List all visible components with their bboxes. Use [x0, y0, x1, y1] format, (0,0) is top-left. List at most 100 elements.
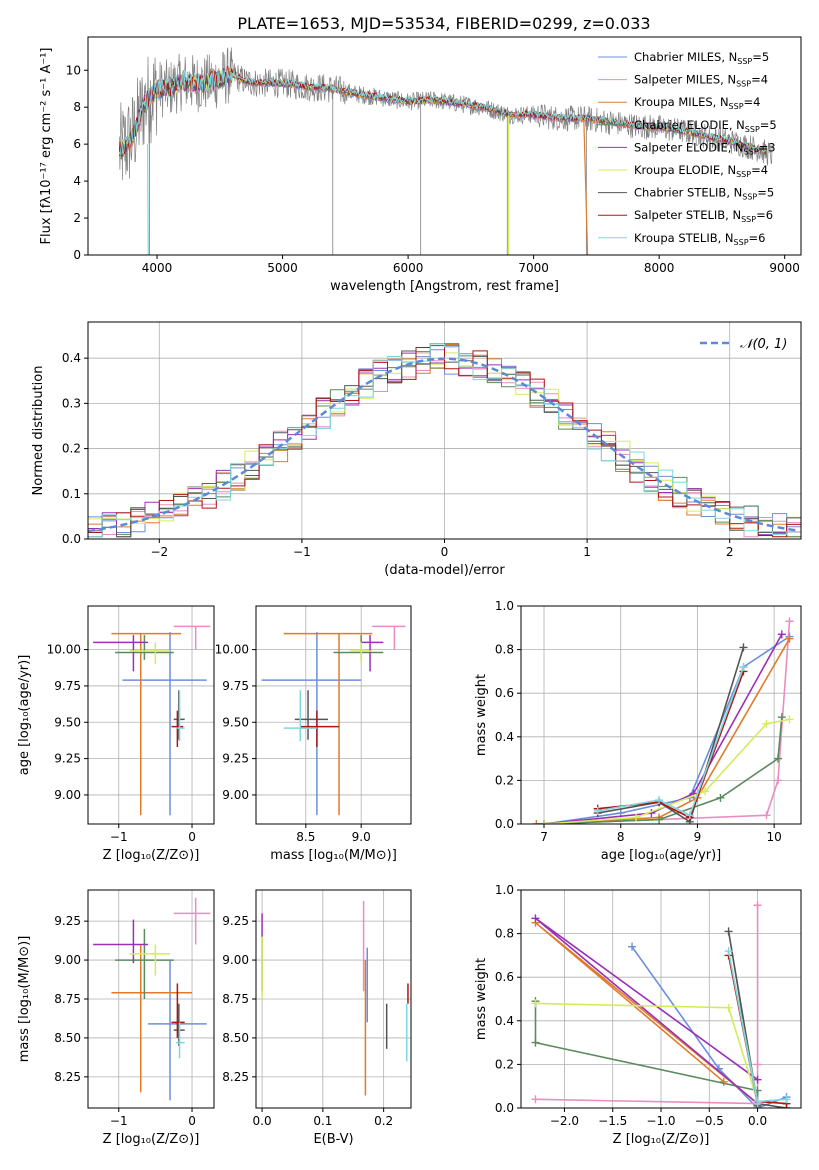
x-tick-label: 0.0 — [253, 1114, 272, 1128]
axes-frame — [255, 605, 412, 825]
series-marker — [785, 715, 794, 724]
x-tick-label: 0 — [188, 830, 196, 844]
x-tick-label: 7 — [540, 830, 548, 844]
axes: 4000 5000 6000 7000 8000 9000 0 2 4 6 8 10 wavelengt… — [39, 36, 802, 294]
series-marker — [782, 1095, 791, 1104]
y-tick-label: 0.0 — [495, 1101, 514, 1115]
series-marker — [716, 793, 725, 802]
series-line — [727, 950, 787, 1104]
series-line — [727, 931, 787, 1108]
series-line — [543, 718, 790, 824]
panel-age_vs_mass: 8.5 9.0 9.00 9.25 9.50 9.75 10.00 mass [log₁₀(M… — [215, 605, 412, 863]
x-tick-label: 0 — [441, 545, 449, 559]
errorbar-purple — [361, 635, 384, 672]
errorbar-green — [333, 635, 384, 660]
axes: 0.0 0.1 0.2 8.25 8.50 8.75 9.00 9.25 E(B-V) — [222, 889, 412, 1147]
y-axis-label: Flux [fλ10⁻¹⁷ erg cm⁻² s⁻¹ A⁻¹] — [39, 48, 54, 245]
x-tick-label: 9.0 — [352, 830, 371, 844]
x-tick-label: 4000 — [142, 261, 173, 275]
series-line — [534, 917, 759, 1105]
x-tick-label: 9000 — [769, 261, 800, 275]
axes: −2.0 −1.5 −1.0 −0.5 0.0 0.0 0.2 0.4 0.6 0.8 1.0 Z [… — [474, 883, 802, 1147]
x-tick-label: 0 — [188, 1114, 196, 1128]
x-tick-label: 1 — [583, 545, 591, 559]
legend: Chabrier MILES, NSSP=5 Salpeter MILES, NS… — [598, 50, 777, 247]
y-tick-label: 0.3 — [62, 396, 81, 410]
y-tick-label: 9.75 — [222, 679, 249, 693]
series-line — [535, 905, 759, 1105]
series-marker — [531, 914, 540, 923]
series-green — [540, 713, 786, 824]
model-spectrum-cyan — [119, 69, 766, 155]
plot-area — [261, 625, 406, 816]
y-tick-label: 9.00 — [54, 953, 81, 967]
series-marker — [762, 719, 771, 728]
series-marker — [753, 1075, 762, 1084]
y-tick-label: 9.75 — [54, 679, 81, 693]
model-drop — [147, 144, 149, 255]
grid — [521, 605, 801, 825]
series-purple — [540, 630, 786, 824]
series-marker — [777, 713, 786, 722]
x-tick-label: −0.5 — [695, 1114, 724, 1128]
errorbar-purple — [93, 635, 149, 672]
y-tick-label: 0.4 — [62, 351, 81, 365]
errorbar-red — [171, 983, 185, 1038]
panel-mass_vs_ebv: 0.0 0.1 0.2 8.25 8.50 8.75 9.00 9.25 E(B-V) — [222, 889, 412, 1147]
panel-age_vs_Z: −1 0 9.00 9.25 9.50 9.75 10.00 Z [log₁₀(Z/Z⊙)] a… — [17, 605, 215, 863]
errorbar-blue — [261, 632, 362, 816]
series-marker — [632, 813, 641, 822]
series-line — [597, 666, 745, 817]
grid — [521, 889, 801, 1109]
y-tick-label: 9.50 — [222, 715, 249, 729]
errorbar-blue — [122, 632, 207, 816]
legend-entry: Salpeter STELIB, NSSP=6 — [634, 208, 773, 224]
series-marker — [762, 811, 771, 820]
x-tick-label: 9 — [694, 830, 702, 844]
errorbar-yellow — [129, 944, 171, 976]
errorbar-yellow — [350, 642, 373, 665]
series-yellow — [540, 715, 794, 824]
series-marker — [773, 754, 782, 763]
series-marker — [655, 815, 664, 824]
series-line — [543, 635, 790, 824]
legend-entry: Kroupa MILES, NSSP=4 — [634, 95, 760, 111]
errorbar-orange — [111, 944, 193, 1093]
series-marker — [724, 947, 733, 956]
y-tick-label: 9.50 — [54, 715, 81, 729]
errorbar-orange — [283, 632, 373, 816]
series-pink — [540, 617, 794, 824]
axes-frame — [520, 605, 802, 825]
model-drop — [583, 120, 589, 255]
legend-entry: Kroupa ELODIE, NSSP=4 — [634, 163, 768, 179]
errorbar-pink — [173, 625, 211, 650]
x-axis-label: Z [log₁₀(Z/Z⊙)] — [103, 848, 200, 863]
x-tick-label: −1 — [110, 1114, 128, 1128]
series-orange — [531, 918, 762, 1108]
y-axis-label: mass weight — [474, 674, 489, 756]
series-purple — [531, 914, 762, 1108]
plot-area — [532, 617, 794, 824]
y-axis-label: mass weight — [474, 958, 489, 1040]
x-tick-label: −1.5 — [598, 1114, 627, 1128]
series-line — [536, 638, 791, 824]
normal-curve — [88, 357, 799, 533]
y-tick-label: 9.00 — [222, 788, 249, 802]
y-tick-label: 8.25 — [222, 1070, 249, 1084]
series-marker — [701, 787, 710, 796]
series-marker — [593, 806, 602, 815]
legend-entry: 𝒩(0, 1) — [740, 337, 787, 352]
x-tick-label: 7000 — [518, 261, 549, 275]
grid — [256, 890, 411, 1108]
y-tick-label: 0.2 — [495, 773, 514, 787]
y-tick-label: 0 — [73, 248, 81, 262]
x-tick-label: 0.0 — [748, 1114, 767, 1128]
series-marker — [739, 643, 748, 652]
plot-area — [88, 343, 801, 539]
x-tick-label: 8.5 — [296, 830, 315, 844]
y-tick-label: 8 — [73, 100, 81, 114]
series-marker — [540, 820, 549, 824]
x-tick-label: −1.0 — [646, 1114, 675, 1128]
errorbar-cyan — [175, 1022, 185, 1059]
plot-area — [119, 47, 773, 255]
